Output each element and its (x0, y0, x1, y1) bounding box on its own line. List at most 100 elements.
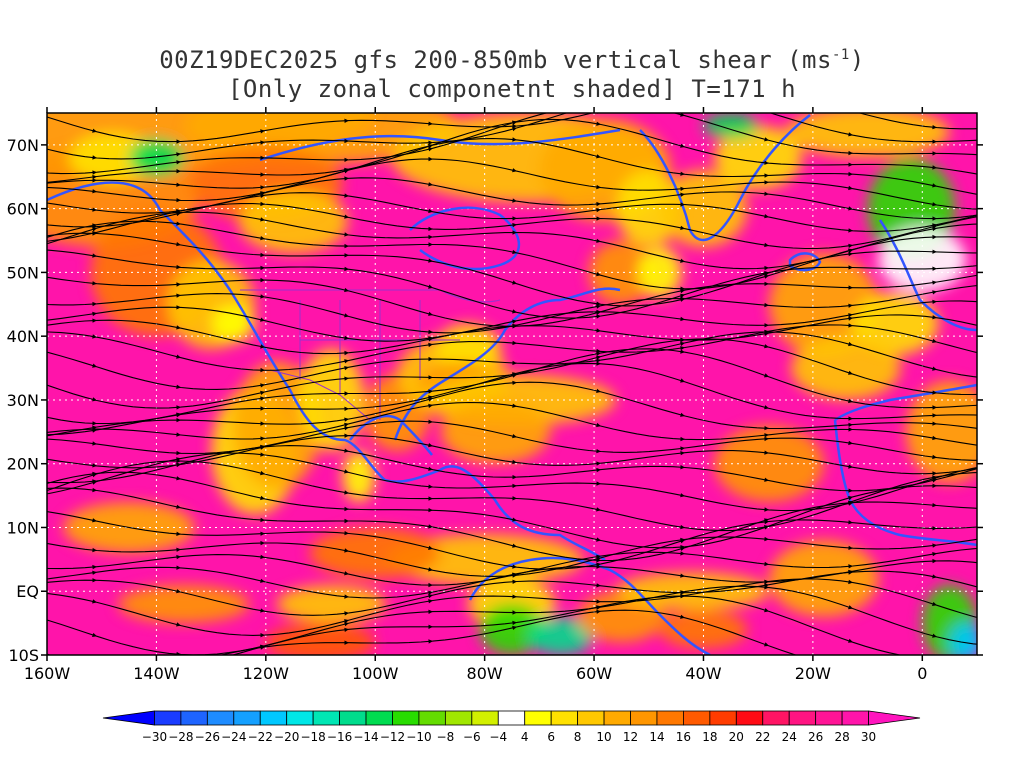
streamline-39 (219, 609, 798, 655)
stream-arrow (344, 169, 349, 174)
streamline-38 (47, 595, 903, 655)
stream-arrow (260, 540, 265, 546)
stream-arrow (344, 594, 349, 599)
stream-arrow (680, 594, 685, 599)
streamline-6 (47, 177, 977, 220)
stream-arrow (428, 496, 433, 501)
colorbar-label: −4 (489, 730, 507, 744)
streamline-24 (47, 420, 977, 461)
stream-arrow (428, 208, 433, 214)
colorbar-label: 22 (755, 730, 770, 744)
colorbar-swatch (735, 710, 764, 726)
stream-arrow (92, 128, 97, 133)
stream-arrow (176, 554, 181, 560)
lon-label: 20W (795, 664, 831, 683)
stream-arrow (596, 238, 601, 243)
stream-arrow (848, 171, 853, 177)
map-gridlines (47, 113, 977, 655)
stream-arrow (92, 427, 97, 432)
stream-arrow (512, 434, 517, 439)
stream-arrow (596, 564, 601, 569)
stream-arrow (260, 421, 265, 426)
shade-patch-11 (233, 361, 321, 490)
stream-arrow (764, 173, 769, 178)
stream-arrow (932, 601, 937, 606)
colorbar-swatch (339, 710, 367, 726)
colorbar-swatch (656, 710, 684, 726)
stream-arrow (680, 614, 685, 619)
stream-arrow (764, 265, 769, 271)
stream-arrow (596, 358, 601, 363)
colorbar-label: 12 (623, 730, 638, 744)
stream-arrow (932, 165, 937, 170)
colorbar-label: −14 (353, 730, 378, 744)
colorbar-swatch (603, 710, 631, 726)
stream-arrow (260, 252, 265, 258)
stream-arrow (260, 172, 265, 177)
stream-arrow (344, 448, 349, 453)
stream-arrow (428, 609, 433, 614)
stream-arrow (260, 201, 265, 207)
stream-arrow (764, 450, 769, 455)
colorbar-swatch (762, 710, 790, 726)
streamline-20 (47, 348, 977, 425)
colorbar: −30 −28 −26 −24 −22 −20 −18 −16 −14 −12 −10 −8 −6 −4 4… (102, 710, 921, 744)
stream-arrow (512, 120, 517, 125)
stream-arrow (848, 488, 853, 493)
stream-arrow (596, 201, 601, 207)
lon-label: 60W (576, 664, 612, 683)
stream-arrow (512, 543, 517, 548)
stream-arrow (176, 504, 181, 509)
streamline-3 (47, 118, 977, 183)
stream-arrow (344, 335, 349, 341)
stream-arrow (596, 304, 601, 309)
streamline-15 (47, 300, 977, 342)
stream-arrow (344, 391, 349, 396)
coast-greenland (639, 114, 811, 242)
streamline-31 (47, 511, 977, 570)
stream-arrow (848, 500, 853, 506)
stream-arrow (848, 228, 853, 233)
stream-arrow (176, 282, 181, 287)
stream-arrow (344, 214, 349, 219)
stream-arrow (344, 232, 349, 237)
stream-arrow (764, 436, 769, 442)
stream-arrow (260, 608, 265, 613)
stream-arrow (344, 622, 349, 627)
colorbar-arrow-right (868, 710, 921, 726)
stream-arrow (596, 314, 601, 319)
stream-arrow (512, 280, 517, 285)
lat-label: 50N (7, 263, 39, 282)
streamline-26 (47, 445, 977, 492)
stream-arrow (680, 436, 685, 442)
stream-arrow (848, 108, 853, 112)
stream-arrow (344, 350, 349, 356)
stream-arrow (512, 198, 517, 203)
stream-arrow (428, 226, 433, 231)
stream-arrow (932, 413, 937, 418)
stream-arrow (428, 182, 433, 187)
streamline-18 (47, 331, 977, 390)
stream-arrow (932, 503, 937, 508)
colorbar-swatch (683, 710, 711, 726)
shade-patch-27 (703, 113, 759, 139)
colorbar-label: −24 (221, 730, 246, 744)
lon-label: 100W (352, 664, 399, 683)
coast-gulf (349, 414, 433, 456)
stream-arrow (92, 227, 97, 232)
stream-arrow (512, 340, 517, 346)
stream-arrow (680, 143, 685, 148)
stream-arrow (764, 642, 769, 647)
stream-arrow (260, 294, 265, 299)
stream-arrow (92, 578, 97, 583)
stream-arrow (176, 462, 181, 467)
stream-arrow (176, 432, 181, 437)
stream-arrow (680, 113, 685, 117)
stream-arrow (932, 299, 937, 304)
stream-arrow (680, 412, 685, 417)
stream-arrow (680, 537, 685, 543)
stream-arrow (344, 243, 349, 249)
stream-arrow (848, 638, 853, 643)
colorbar-label: 30 (861, 730, 876, 744)
stream-arrow (596, 361, 601, 366)
